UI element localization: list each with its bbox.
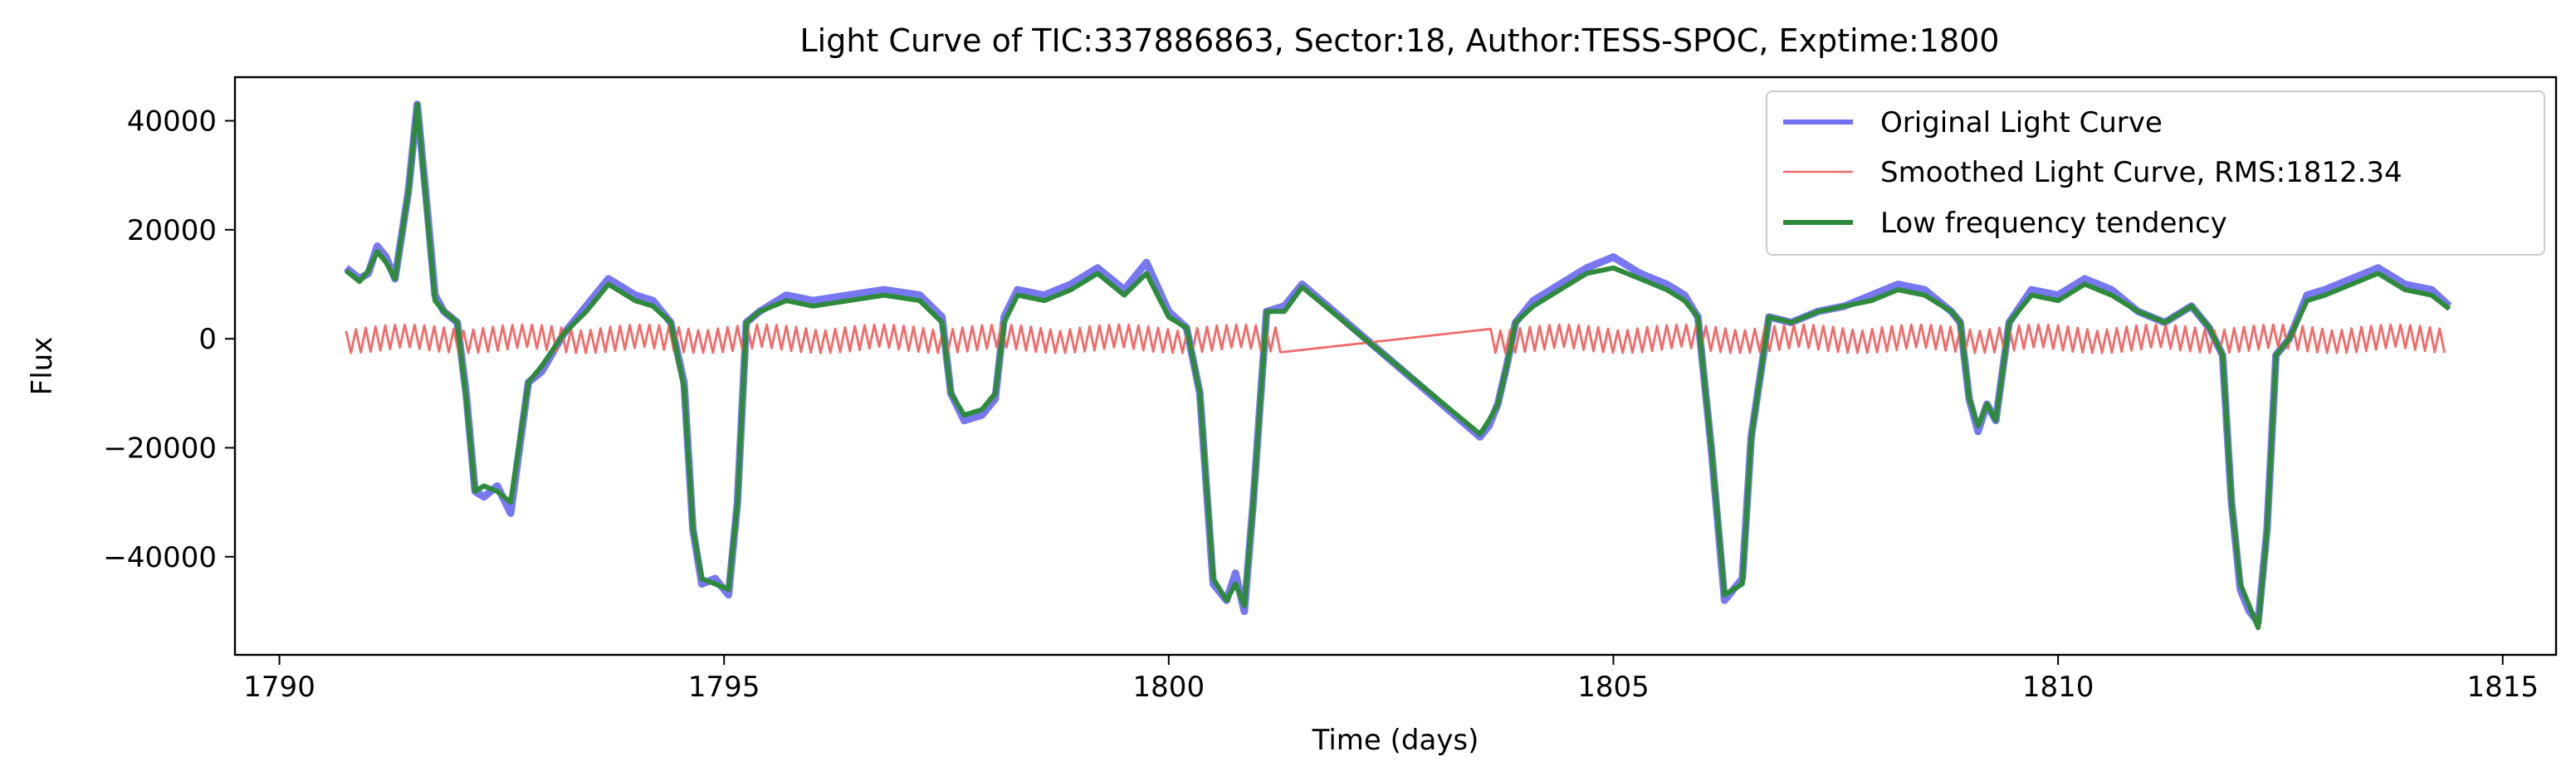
- series-layer: [344, 100, 2452, 631]
- y-tick-label: 20000: [127, 214, 217, 247]
- chart-title: Light Curve of TIC:337886863, Sector:18,…: [800, 22, 2000, 59]
- legend: Original Light Curve Smoothed Light Curv…: [1766, 90, 2545, 256]
- x-tick-label: 1795: [688, 671, 760, 704]
- y-axis: −40000 −20000 0 20000 40000: [103, 105, 235, 574]
- x-tick-label: 1800: [1133, 671, 1205, 704]
- x-tick-label: 1815: [2466, 671, 2539, 704]
- y-tick-label: −20000: [103, 432, 217, 465]
- legend-box: [1766, 90, 2545, 256]
- smoothed-light-curve-line: [345, 323, 2446, 354]
- legend-label-low-frequency: Low frequency tendency: [1880, 207, 2227, 240]
- y-tick-label: 40000: [127, 105, 217, 139]
- x-tick-label: 1805: [1577, 671, 1650, 704]
- plot-frame: [233, 76, 2558, 657]
- y-tick-label: −40000: [103, 541, 217, 574]
- x-tick-label: 1790: [243, 671, 315, 704]
- x-axis-label: Time (days): [1312, 724, 1479, 757]
- legend-label-smoothed: Smoothed Light Curve, RMS:1812.34: [1880, 156, 2402, 189]
- x-axis: 1790 1795 1800 1805 1810 1815: [243, 655, 2539, 704]
- x-tick-label: 1810: [2022, 671, 2095, 704]
- low-frequency-tendency-line: [345, 101, 2451, 631]
- y-axis-label: Flux: [26, 337, 59, 396]
- y-tick-label: 0: [198, 323, 217, 356]
- legend-label-original: Original Light Curve: [1880, 106, 2163, 139]
